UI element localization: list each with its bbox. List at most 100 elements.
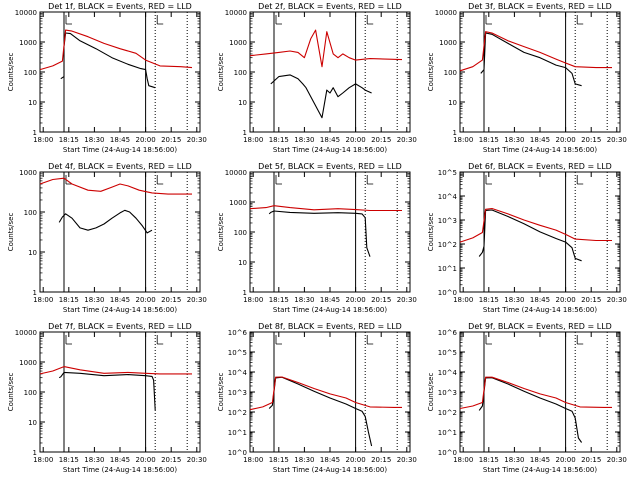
y-tick-label: 10000: [225, 169, 247, 177]
x-tick-label: 18:45: [530, 296, 550, 304]
chart-panel-5: 1 10 100 1000 10000 18:00 18:15 18:30 18:45 20:00…: [217, 162, 417, 314]
y-tick-label: 100: [234, 69, 247, 77]
x-tick-label: 20:15: [581, 296, 601, 304]
series-line-lld: [459, 31, 612, 72]
y-tick-label: 10^1: [438, 429, 457, 437]
y-axis-label: Counts/sec: [217, 373, 225, 412]
y-tick-label: 1000: [19, 169, 37, 177]
y-tick-label: 10^4: [438, 369, 458, 377]
x-tick-label: 20:00: [136, 136, 156, 144]
series-line-lld: [249, 29, 403, 68]
y-tick-label: 10^0: [438, 449, 457, 457]
bracket-marker: [485, 15, 492, 25]
x-tick-label: 18:30: [294, 456, 314, 464]
x-tick-label: 18:30: [504, 456, 524, 464]
y-tick-label: 10^1: [228, 429, 247, 437]
y-axis-label: Counts/sec: [427, 53, 435, 92]
x-tick-label: 18:30: [504, 136, 524, 144]
y-tick-label: 100: [24, 69, 37, 77]
panel-title: Det 2f, BLACK = Events, RED = LLD: [258, 2, 402, 11]
x-tick-label: 20:30: [607, 456, 627, 464]
x-tick-label: 18:45: [320, 296, 340, 304]
x-tick-label: 18:15: [479, 456, 499, 464]
y-tick-label: 1: [33, 449, 37, 457]
x-axis-label: Start Time (24-Aug-14 18:56:00): [63, 466, 177, 474]
series-line-events: [58, 371, 156, 411]
y-tick-label: 10: [28, 249, 37, 257]
y-axis-label: Counts/sec: [217, 213, 225, 252]
x-tick-label: 20:30: [187, 136, 207, 144]
bracket-marker: [156, 335, 164, 345]
x-tick-label: 18:15: [269, 456, 289, 464]
y-axis-label: Counts/sec: [427, 213, 435, 252]
x-tick-label: 18:45: [320, 136, 340, 144]
x-tick-label: 18:00: [243, 456, 263, 464]
x-tick-label: 18:30: [294, 136, 314, 144]
bracket-marker: [65, 15, 72, 25]
bracket-marker: [576, 175, 584, 185]
chart-panel-6: 10^0 10^1 10^2 10^3 10^4 10^5 18:00 18:15 18:30 1…: [427, 162, 627, 314]
y-tick-label: 10^5: [438, 349, 457, 357]
y-tick-label: 100: [24, 389, 37, 397]
x-tick-label: 20:30: [397, 456, 417, 464]
y-tick-label: 10^5: [228, 349, 247, 357]
y-tick-label: 10: [238, 259, 247, 267]
series-line-lld: [249, 205, 402, 212]
y-axis-label: Counts/sec: [7, 373, 15, 412]
x-tick-label: 18:45: [110, 296, 130, 304]
x-tick-label: 18:00: [33, 296, 53, 304]
x-tick-label: 18:15: [59, 456, 79, 464]
y-tick-label: 10^6: [228, 329, 248, 337]
x-tick-label: 18:00: [453, 456, 473, 464]
y-tick-label: 1000: [439, 39, 457, 47]
y-tick-label: 1: [243, 129, 247, 137]
y-tick-label: 10^5: [438, 169, 457, 177]
bracket-marker: [275, 175, 282, 185]
x-tick-label: 18:15: [479, 136, 499, 144]
chart-panel-2: 1 10 100 1000 10000 18:00 18:15 18:30 18:45 20:00…: [217, 2, 417, 154]
y-tick-label: 10: [28, 419, 37, 427]
x-tick-label: 20:00: [136, 296, 156, 304]
x-tick-label: 18:15: [479, 296, 499, 304]
chart-panel-1: 1 10 100 1000 10000 18:00 18:15 18:30 18:45 20:00…: [7, 2, 207, 154]
bracket-marker: [366, 335, 374, 345]
x-tick-label: 18:15: [269, 296, 289, 304]
bracket-marker: [576, 335, 584, 345]
x-tick-label: 18:00: [33, 456, 53, 464]
bracket-marker: [156, 15, 164, 25]
y-tick-label: 10: [448, 99, 457, 107]
x-axis-label: Start Time (24-Aug-14 18:56:00): [273, 466, 387, 474]
series-line-lld: [459, 376, 612, 410]
panel-title: Det 7f, BLACK = Events, RED = LLD: [48, 322, 192, 331]
y-tick-label: 10^2: [438, 409, 457, 417]
x-tick-label: 20:00: [556, 456, 576, 464]
y-tick-label: 10^6: [438, 329, 458, 337]
x-tick-label: 18:30: [84, 136, 104, 144]
x-tick-label: 20:15: [161, 456, 181, 464]
x-tick-label: 20:30: [187, 456, 207, 464]
chart-panel-3: 1 10 100 1000 10000 18:00 18:15 18:30 18:45 20:00…: [427, 2, 627, 154]
bracket-marker: [156, 175, 164, 185]
x-axis-label: Start Time (24-Aug-14 18:56:00): [273, 146, 387, 154]
panel-title: Det 3f, BLACK = Events, RED = LLD: [468, 2, 612, 11]
series-line-events: [480, 32, 582, 87]
y-tick-label: 1000: [229, 39, 247, 47]
y-tick-label: 10^2: [228, 409, 247, 417]
x-tick-label: 18:00: [453, 136, 473, 144]
y-tick-label: 10000: [15, 9, 37, 17]
series-line-events: [60, 32, 156, 89]
series-line-lld: [249, 376, 402, 411]
x-tick-label: 18:45: [110, 136, 130, 144]
x-axis-label: Start Time (24-Aug-14 18:56:00): [273, 306, 387, 314]
x-tick-label: 18:30: [294, 296, 314, 304]
x-tick-label: 18:15: [269, 136, 289, 144]
x-tick-label: 18:00: [243, 296, 263, 304]
x-tick-label: 20:00: [346, 136, 366, 144]
y-tick-label: 100: [24, 209, 37, 217]
series-line-lld: [39, 177, 192, 195]
y-tick-label: 10^2: [438, 241, 457, 249]
x-tick-label: 18:00: [33, 136, 53, 144]
chart-panel-8: 10^0 10^1 10^2 10^3 10^4 10^5 10^6 18:00 18:15 18…: [217, 322, 417, 474]
y-tick-label: 1: [453, 129, 457, 137]
x-tick-label: 18:30: [84, 296, 104, 304]
